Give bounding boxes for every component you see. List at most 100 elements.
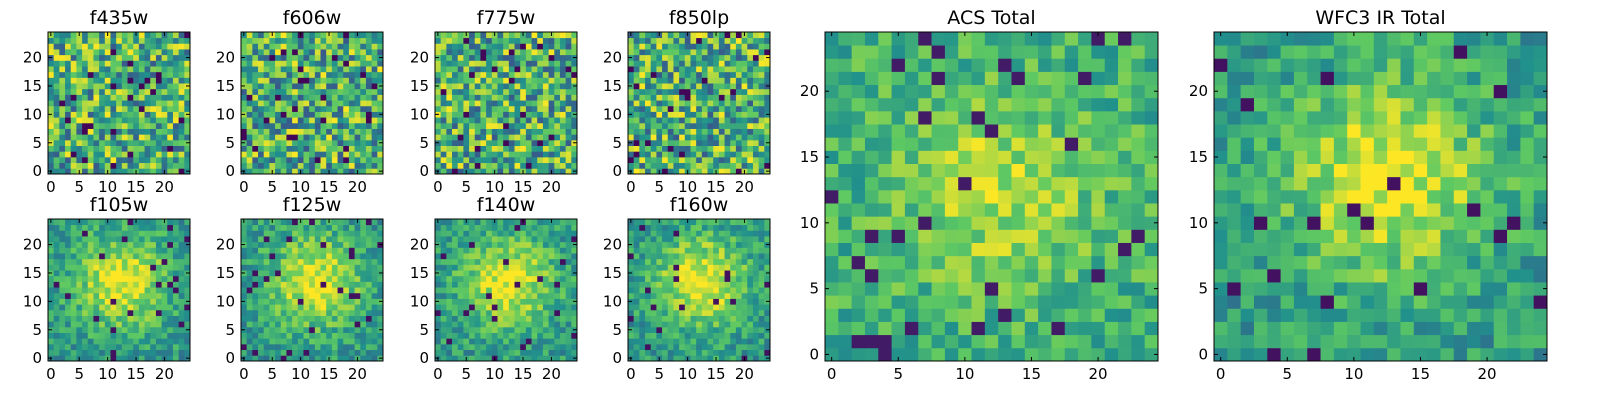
heatmap-cell [565,49,572,56]
heatmap-cell [292,275,299,282]
heatmap-cell [303,309,310,316]
heatmap-cell [326,292,333,299]
heatmap-cell [138,326,145,333]
heatmap-cell [707,304,714,311]
heatmap-cell [246,264,253,271]
heatmap-cell [48,338,55,345]
heatmap-cell [365,321,373,328]
heatmap-cell [104,60,111,67]
heatmap-cell [457,66,464,73]
heatmap-cell [138,264,145,271]
heatmap-cell [104,304,111,311]
heatmap-cell [525,162,532,169]
heatmap-cell [690,105,697,112]
heatmap-cell [99,275,106,282]
heatmap-cell [331,338,338,345]
heatmap-cell [696,156,703,164]
heatmap-cell [127,355,134,362]
heatmap-cell [679,292,686,299]
heatmap-cell [70,54,77,61]
heatmap-cell [167,111,174,118]
heatmap-cell [144,168,151,175]
heatmap-cell [263,100,270,107]
heatmap-cell [531,349,538,356]
heatmap-cell [303,77,310,84]
heatmap-cell [707,326,714,333]
heatmap-cell [184,258,191,265]
heatmap-cell [639,298,646,305]
heatmap-cell [469,100,476,107]
heatmap-cell [486,128,493,135]
heatmap-cell [696,281,703,288]
heatmap-cell [497,298,504,305]
heatmap-cell [656,43,663,50]
heatmap-cell [701,343,708,351]
heatmap-cell [463,236,470,243]
heatmap-cell [446,49,453,56]
y-tick-label: 0 [32,162,42,180]
heatmap-cell [696,71,703,78]
heatmap-cell [571,122,578,129]
heatmap-cell [571,162,578,169]
heatmap-cell [48,236,55,243]
heatmap-cell [639,134,646,141]
heatmap-cell [133,83,140,90]
heatmap-cell [679,321,686,328]
heatmap-cell [82,230,89,237]
heatmap-cell [99,315,106,322]
heatmap-cell [161,37,168,44]
heatmap-cell [343,247,350,254]
heatmap-cell [537,122,544,129]
heatmap-cell [133,111,140,118]
heatmap-cell [292,349,299,356]
heatmap-cell [508,49,515,56]
x-tick-label: 15 [319,365,338,383]
heatmap-cell [730,326,737,333]
heatmap-cell [59,43,66,50]
heatmap-cell [70,275,77,282]
heatmap-cell [662,321,669,328]
heatmap-cell [554,145,561,152]
heatmap-cell [559,332,567,339]
heatmap-cell [110,43,117,50]
heatmap-cell [537,49,544,56]
heatmap-cell [650,151,657,158]
heatmap-cell [343,37,350,44]
heatmap-cell [246,139,253,146]
heatmap-cell [343,343,350,351]
heatmap-cell [735,162,742,169]
heatmap-cell [735,304,742,311]
heatmap-cell [99,83,106,90]
heatmap-cell [314,151,321,158]
heatmap-cell [309,292,316,299]
heatmap-cell [360,236,367,243]
heatmap-cell [99,270,106,277]
heatmap-cell [87,321,94,328]
heatmap-cell [76,117,83,124]
heatmap-cell [172,66,180,73]
y-tick-label: 10 [23,292,42,310]
heatmap-cell [65,134,72,141]
heatmap-cell [707,111,714,118]
heatmap-cell [503,162,510,169]
heatmap-cell [497,253,504,260]
heatmap-cell [93,88,100,95]
heatmap-cell [486,43,493,50]
heatmap-cell [269,241,276,248]
heatmap-cell [486,338,493,345]
heatmap-cell [161,162,168,169]
heatmap-cell [161,326,168,333]
heatmap-cell [116,349,123,356]
heatmap-cell [531,321,538,328]
heatmap-cell [542,349,549,356]
heatmap-cell [184,304,191,311]
heatmap-cell [275,151,282,158]
heatmap-cell [656,338,663,345]
heatmap-cell [701,66,708,73]
heatmap-cell [48,224,55,231]
heatmap-cell [309,258,316,265]
heatmap-cell [474,253,481,260]
heatmap-cell [343,32,350,39]
heatmap-cell [628,281,635,288]
heatmap-cell [87,270,94,277]
